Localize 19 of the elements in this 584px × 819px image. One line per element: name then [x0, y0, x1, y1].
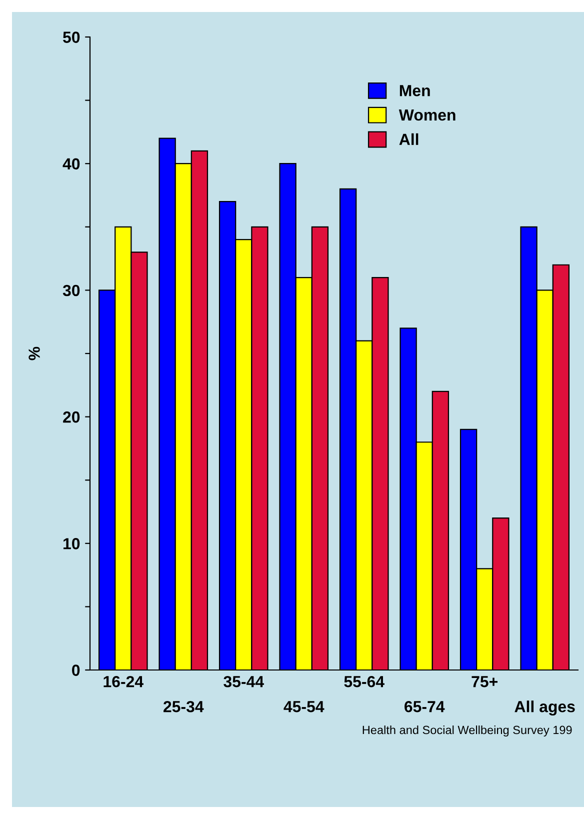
x-tick-label: 45-54 — [284, 701, 324, 712]
y-tick-label: 20 — [63, 411, 80, 423]
x-tick-label: 65-74 — [404, 700, 445, 712]
y-tick-label: 50 — [63, 32, 80, 43]
x-tick-label: 25-34 — [164, 700, 204, 712]
x-tick-label: 75+ — [472, 676, 498, 688]
y-tick-label: 10 — [64, 538, 80, 550]
x-tick-label: All ages — [514, 700, 575, 716]
x-tick-label: 55-64 — [344, 676, 384, 688]
y-tick-label: 0 — [72, 664, 80, 676]
y-tick-label: 30 — [62, 284, 80, 296]
y-tick-label: 40 — [62, 158, 80, 170]
y-axis-title: % — [28, 346, 40, 360]
text: Health and Social Wellbeing Survey 199 — [362, 725, 572, 737]
x-tick-label: 16-24 — [104, 676, 144, 688]
legend-label: All — [399, 133, 418, 145]
x-tick-label: 35-44 — [224, 676, 264, 688]
legend-label: Women — [398, 110, 456, 121]
legend-label: Men — [400, 85, 430, 96]
